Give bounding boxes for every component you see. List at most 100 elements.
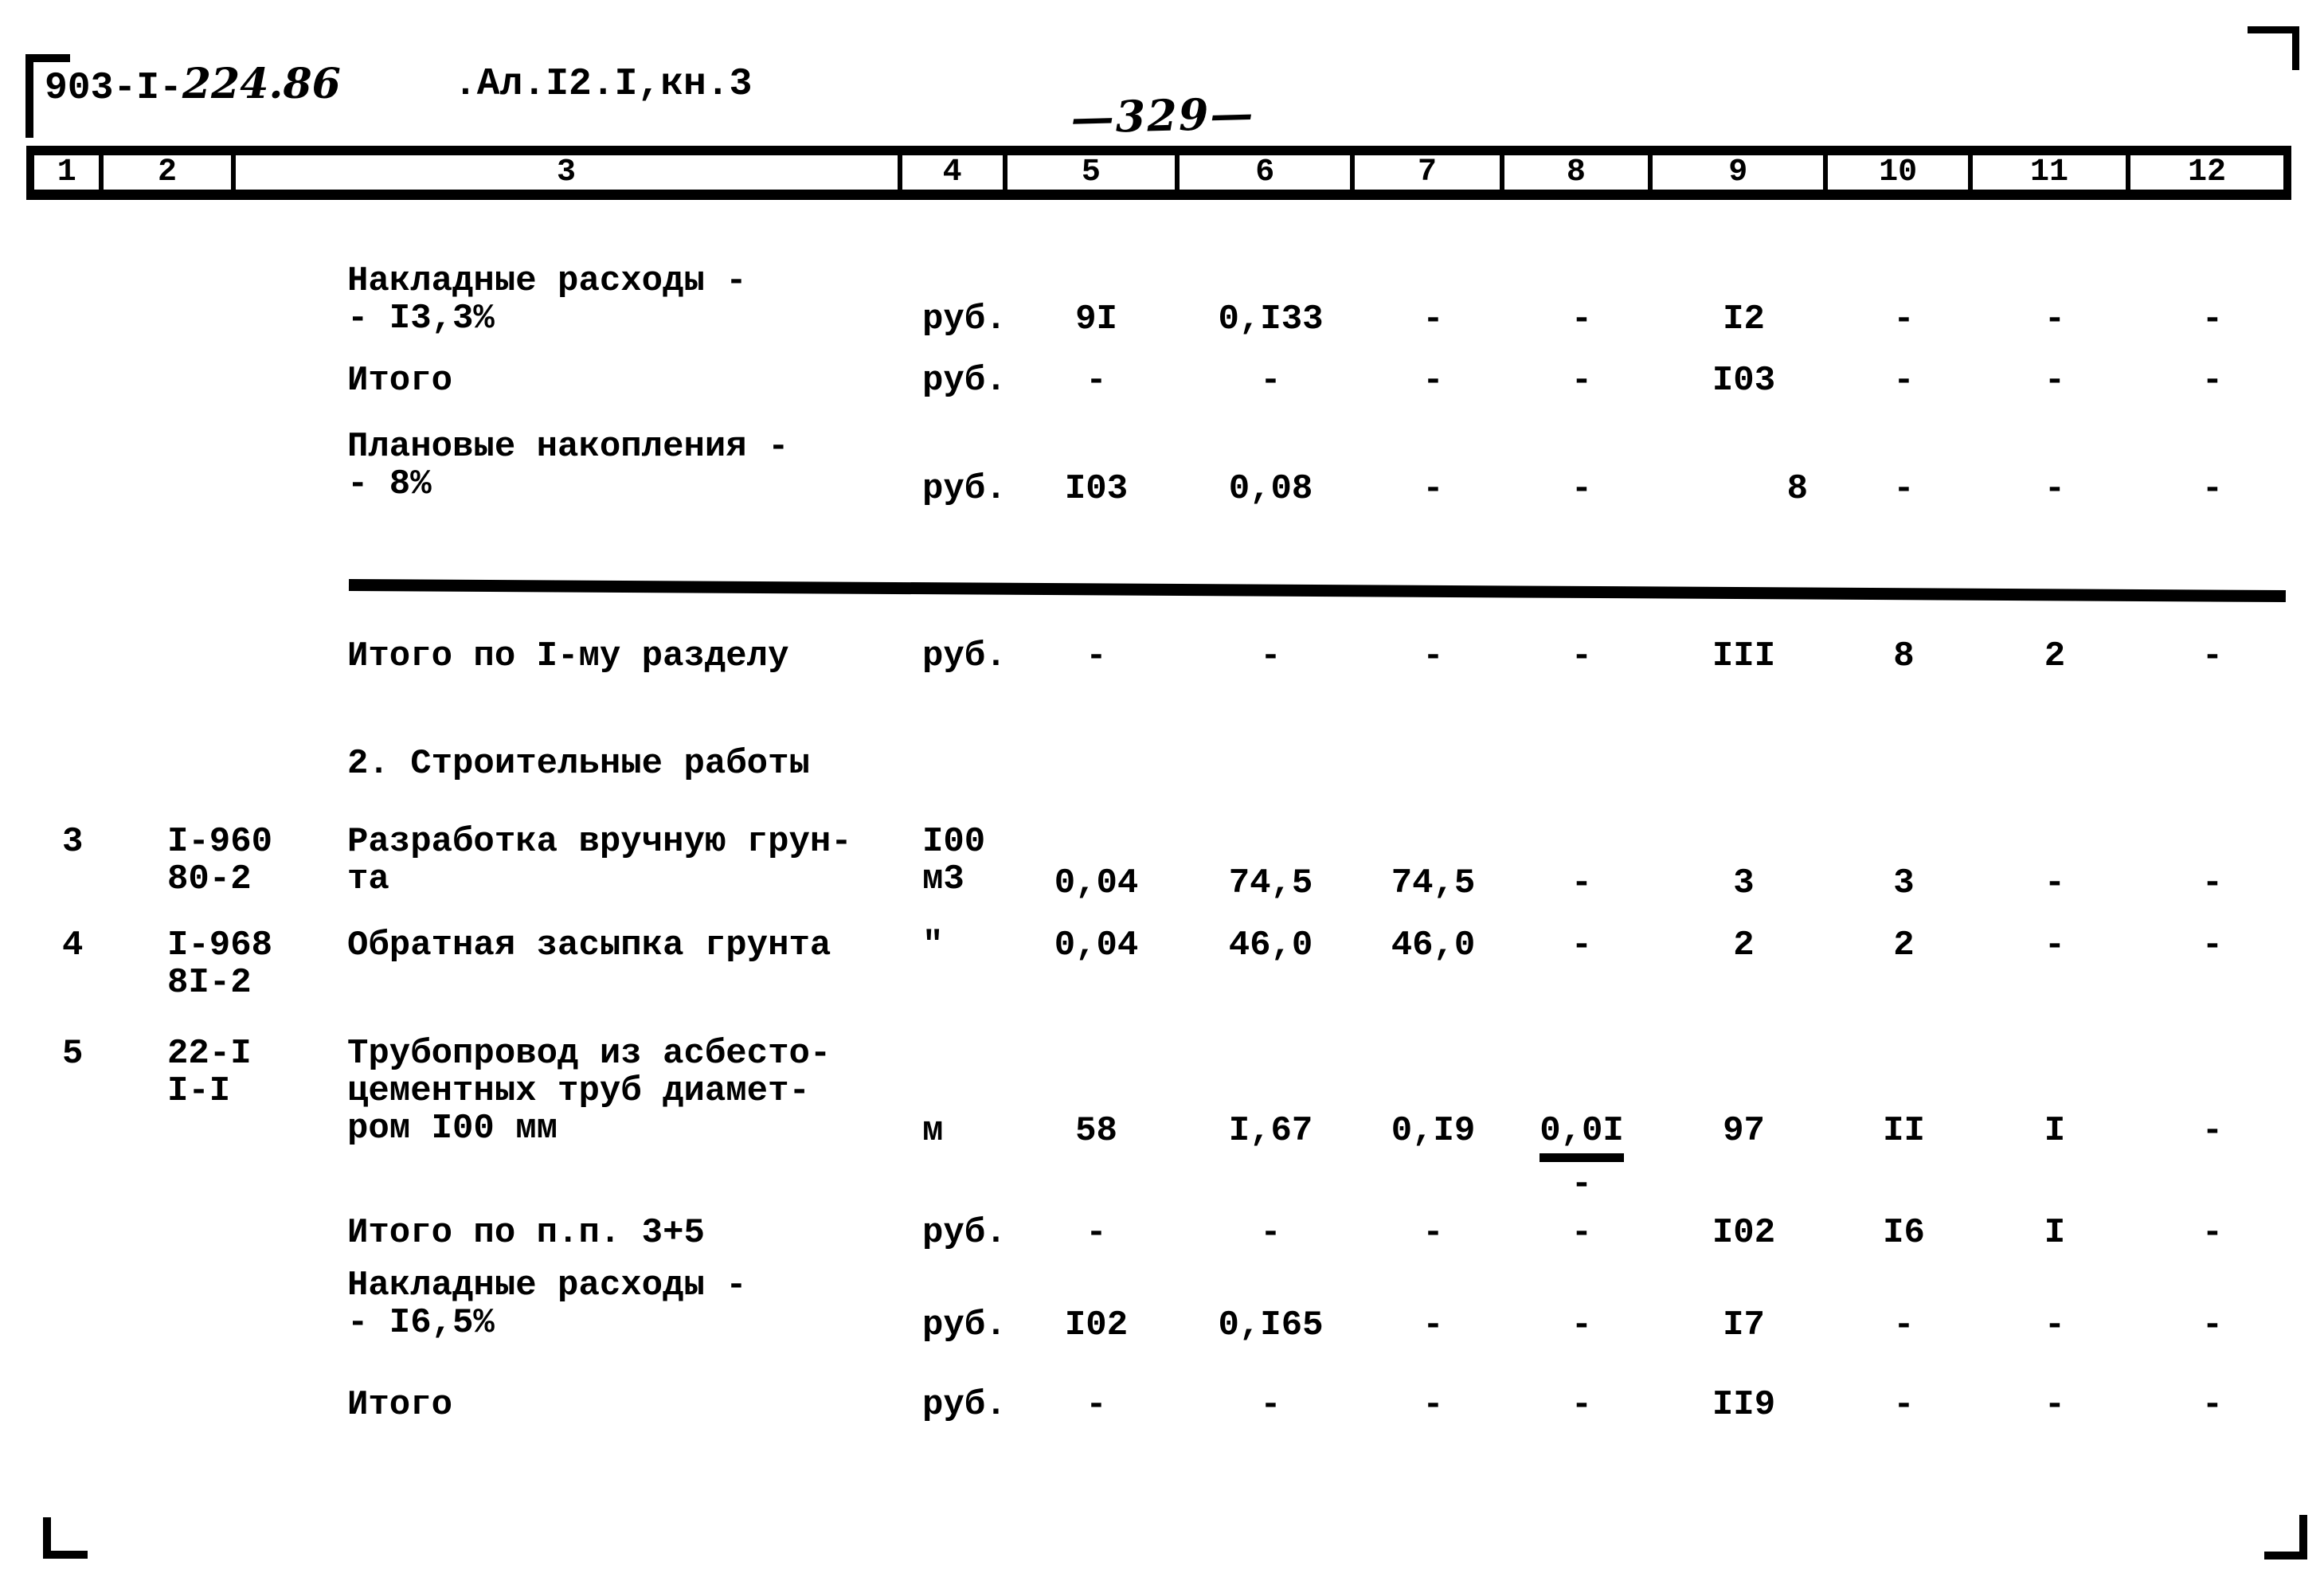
row-overhead2-col10: - — [1893, 1305, 1915, 1345]
row-itogo1-col5: - — [1086, 361, 1107, 401]
row-pp-total-col5: - — [1086, 1213, 1107, 1253]
row-itogo2-col9: II9 — [1712, 1385, 1776, 1425]
row-overhead2-unit: руб. — [922, 1305, 1007, 1345]
row-overhead2-col9: I7 — [1723, 1305, 1765, 1345]
row-pp-total-col6: - — [1260, 1213, 1281, 1253]
row-item4-col12: - — [2201, 926, 2224, 965]
crop-mark-bottom-left — [43, 1517, 88, 1559]
row-overhead2-col6: 0,I65 — [1218, 1305, 1324, 1345]
page-number: —329— — [1070, 87, 1256, 144]
row-itogo1-description: Итого — [347, 361, 453, 401]
row-section1-total-unit: руб. — [922, 636, 1007, 676]
row-overhead2-col11: - — [2044, 1305, 2066, 1345]
row-itogo1-col6: - — [1260, 361, 1281, 401]
column-header-9: 9 — [1653, 155, 1829, 190]
document-code-handwritten: 224.86 — [182, 60, 341, 108]
row-section1-total-description: Итого по I-му разделу — [347, 636, 789, 676]
column-header-10: 10 — [1828, 155, 1973, 190]
row-itogo1-col12: - — [2201, 361, 2224, 401]
row-section1-total-col5: - — [1086, 636, 1107, 676]
row-overhead2-col8: - — [1571, 1305, 1593, 1345]
row-overhead1-col7: - — [1422, 299, 1444, 339]
row-itogo2-unit: руб. — [922, 1385, 1007, 1425]
row-item4-col7: 46,0 — [1391, 926, 1476, 965]
crop-mark-bottom-right — [2264, 1515, 2307, 1559]
row-item3-col6: 74,5 — [1228, 863, 1313, 903]
row-overhead1-description: Накладные расходы - - I3,3% — [347, 261, 747, 339]
column-header-4: 4 — [902, 155, 1007, 190]
row-itogo2-col10: - — [1893, 1385, 1915, 1425]
document-code: 903-I-224.86 — [45, 64, 341, 110]
crop-mark-top-right — [2248, 26, 2299, 70]
row-item4-number: 4 — [62, 926, 84, 965]
row-item5-number: 5 — [62, 1034, 84, 1074]
row-item5-col8-sub-dash: - — [1571, 1164, 1593, 1204]
row-pp-total-col11: I — [2044, 1213, 2066, 1253]
column-header-11: 11 — [1973, 155, 2130, 190]
row-pp-total-col9: I02 — [1712, 1213, 1776, 1253]
row-section1-total-col8: - — [1571, 636, 1593, 676]
row-item4-col8: - — [1571, 926, 1593, 965]
row-section1-total-col11: 2 — [2044, 636, 2066, 676]
row-itogo1-col11: - — [2044, 361, 2066, 401]
row-item5-col11: I — [2044, 1111, 2066, 1151]
row-section1-total-col6: - — [1260, 636, 1281, 676]
row-overhead2-col7: - — [1422, 1305, 1444, 1345]
row-itogo1-col9: I03 — [1712, 361, 1776, 401]
row-item4-code: I-968 8I-2 — [167, 926, 273, 1003]
row-pp-total-col10: I6 — [1883, 1213, 1925, 1253]
row-item5-code: 22-I I-I — [167, 1034, 252, 1111]
column-header-8: 8 — [1504, 155, 1653, 190]
column-header-1: 1 — [34, 155, 104, 190]
row-overhead1-col9: I2 — [1723, 299, 1765, 339]
row-item3-col12: - — [2201, 863, 2224, 903]
row-item4-col5: 0,04 — [1054, 926, 1139, 965]
row-item4-col11: - — [2044, 926, 2066, 965]
row-section1-total-col9: III — [1712, 636, 1776, 676]
row-item5-col8: 0,0I — [1508, 1111, 1656, 1162]
table-column-header-row: 1 2 3 4 5 6 7 8 9 10 11 12 — [26, 146, 2291, 200]
row-item3-col7: 74,5 — [1391, 863, 1476, 903]
row-item3-unit: I00 м3 — [922, 822, 986, 899]
row-item3-description: Разработка вручную грун- та — [347, 822, 852, 899]
row-itogo2-col8: - — [1571, 1385, 1593, 1425]
row-itogo1-unit: руб. — [922, 361, 1007, 401]
row-plan-description: Плановые накопления - - 8% — [347, 427, 789, 504]
column-header-12: 12 — [2187, 155, 2226, 190]
row-overhead2-col5: I02 — [1064, 1305, 1129, 1345]
section2-title: 2. Строительные работы — [347, 744, 810, 784]
row-itogo2-description: Итого — [347, 1385, 453, 1425]
row-item5-col9: 97 — [1723, 1111, 1765, 1151]
row-item5-col5: 58 — [1075, 1111, 1117, 1151]
row-itogo1-col8: - — [1571, 361, 1593, 401]
row-item5-col10: II — [1883, 1111, 1925, 1151]
row-itogo1-col7: - — [1422, 361, 1444, 401]
row-section1-total-col7: - — [1422, 636, 1444, 676]
row-plan-col8: - — [1571, 469, 1593, 509]
row-plan-col10: - — [1893, 469, 1915, 509]
column-header-5: 5 — [1007, 155, 1180, 190]
row-item5-col8-underlined-value: 0,0I — [1540, 1111, 1624, 1162]
row-plan-col9: 8 — [1786, 469, 1808, 509]
row-item5-description: Трубопровод из асбесто- цементных труб д… — [347, 1034, 831, 1149]
row-item3-col5: 0,04 — [1054, 863, 1139, 903]
row-overhead1-col10: - — [1893, 299, 1915, 339]
row-plan-col6: 0,08 — [1228, 469, 1313, 509]
row-plan-col12: - — [2201, 469, 2224, 509]
row-item4-col10: 2 — [1893, 926, 1915, 965]
column-header-6: 6 — [1180, 155, 1356, 190]
row-item5-col6: I,67 — [1228, 1111, 1313, 1151]
row-pp-total-col7: - — [1422, 1213, 1444, 1253]
row-pp-total-col8: - — [1571, 1213, 1593, 1253]
row-plan-col7: - — [1422, 469, 1444, 509]
row-overhead2-col12: - — [2201, 1305, 2224, 1345]
row-itogo2-col11: - — [2044, 1385, 2066, 1425]
row-item5-unit: м — [922, 1111, 944, 1151]
row-itogo2-col12: - — [2201, 1385, 2224, 1425]
row-overhead1-unit: руб. — [922, 299, 1007, 339]
album-reference: .Ал.I2.I,кн.3 — [454, 63, 753, 106]
row-item4-col9: 2 — [1733, 926, 1755, 965]
row-overhead1-col11: - — [2044, 299, 2066, 339]
row-item3-col9: 3 — [1733, 863, 1755, 903]
crop-mark-top-left — [25, 54, 70, 138]
